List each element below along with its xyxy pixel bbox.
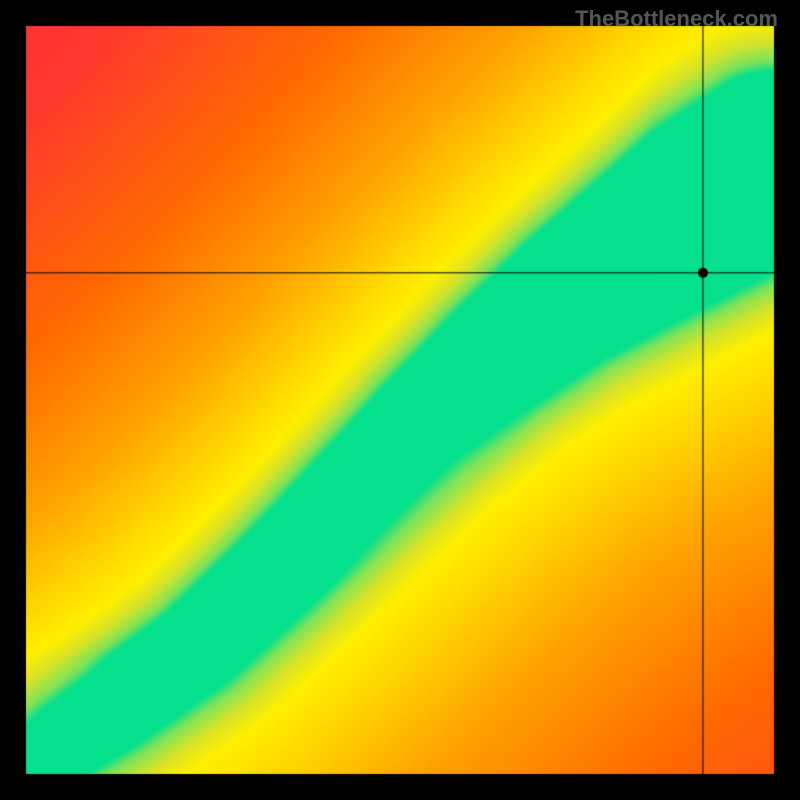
chart-container: TheBottleneck.com xyxy=(0,0,800,800)
watermark-text: TheBottleneck.com xyxy=(575,6,778,32)
bottleneck-heatmap xyxy=(0,0,800,800)
